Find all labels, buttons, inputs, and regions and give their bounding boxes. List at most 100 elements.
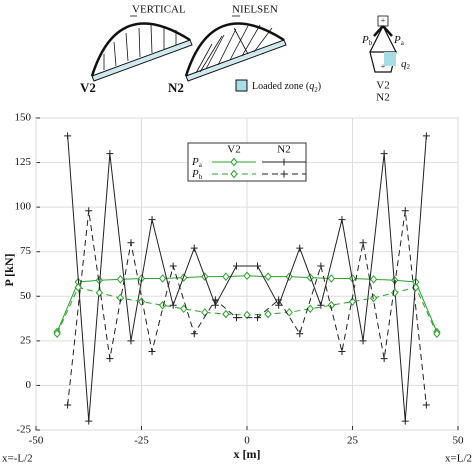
diamond-marker	[74, 283, 82, 292]
x-tick-label: -50	[29, 435, 44, 447]
plus-marker	[190, 244, 198, 252]
plus-marker	[85, 417, 93, 425]
y-tick-label: 25	[20, 334, 32, 346]
plus-marker	[190, 330, 198, 338]
plus-marker	[232, 314, 240, 322]
diamond-marker	[433, 329, 441, 338]
diamond-marker	[306, 304, 314, 314]
plus-marker	[359, 337, 367, 345]
y-tick-label: -25	[16, 424, 31, 436]
diamond-marker	[369, 275, 378, 284]
plus-marker	[64, 132, 72, 140]
diamond-marker	[158, 300, 167, 310]
loaded-zone-label: Loaded zone (q2)	[252, 81, 321, 93]
diamond-marker	[222, 272, 230, 281]
x-tick-label: 25	[347, 435, 359, 447]
loaded-zone-swatch	[235, 79, 248, 92]
x-axis-label: x [m]	[234, 447, 261, 461]
diamond-marker	[243, 310, 251, 320]
x-tick-label: 50	[453, 435, 465, 447]
figure-arrows	[373, 25, 393, 37]
figure-pa: Pa	[393, 34, 405, 47]
plus-marker	[296, 330, 304, 338]
diamond-marker	[327, 274, 336, 283]
y-axis-label: P [kN]	[2, 253, 16, 286]
plus-marker	[169, 262, 177, 270]
y-tick-label: 150	[15, 112, 32, 124]
figure-v2: V2	[376, 80, 389, 92]
plus-marker	[280, 170, 288, 178]
figure-load	[384, 52, 396, 66]
figure-q2: q2	[401, 58, 411, 71]
plus-marker	[275, 296, 283, 304]
y-tick-label: 100	[15, 201, 32, 213]
label-v2: V2	[80, 80, 96, 95]
label-vertical: VERTICAL	[132, 4, 186, 16]
legend-subscript: b	[199, 173, 203, 181]
deck-n2	[185, 39, 287, 82]
y-tick-label: 125	[15, 156, 32, 168]
legend-subscript: a	[199, 161, 203, 169]
plus-marker	[148, 348, 156, 356]
legend-symbol: P	[191, 156, 199, 168]
plus-marker	[232, 262, 240, 270]
plus-marker	[401, 417, 409, 425]
plus-marker	[317, 301, 325, 309]
plus-marker	[280, 158, 288, 166]
figure-plus: +	[381, 16, 386, 25]
plus-marker	[211, 296, 219, 304]
label-n2: N2	[168, 80, 184, 95]
plus-marker	[296, 244, 304, 252]
plus-marker	[359, 239, 367, 247]
legend-row-label: Pb	[191, 168, 203, 181]
plus-marker	[106, 150, 114, 158]
y-tick-label: 75	[20, 245, 32, 257]
diamond-marker	[243, 271, 251, 281]
diamond-marker	[230, 169, 238, 179]
figure-sign: +	[381, 62, 386, 71]
x-tick-label: 0	[244, 435, 250, 447]
diamond-marker	[222, 309, 230, 319]
series-line	[67, 210, 427, 406]
plus-marker	[127, 239, 135, 247]
plus-marker	[380, 150, 388, 158]
label-nielsen: NIELSEN	[232, 4, 278, 16]
diamond-marker	[348, 297, 357, 306]
plus-marker	[401, 207, 409, 215]
legend-column: N2	[277, 144, 290, 156]
diamond-marker	[201, 308, 209, 317]
plus-marker	[422, 401, 430, 409]
diamond-marker	[116, 275, 125, 284]
plus-marker	[338, 348, 346, 356]
deck-v2	[91, 39, 193, 82]
plus-marker	[254, 314, 262, 322]
plus-marker	[380, 355, 388, 363]
plus-marker	[338, 216, 346, 224]
plus-marker	[85, 207, 93, 215]
diamond-marker	[391, 288, 399, 297]
diamond-marker	[264, 272, 272, 281]
plus-marker	[317, 262, 325, 270]
figure-pb: Pb	[361, 34, 373, 47]
left-note: x=-L/2	[2, 453, 33, 465]
diamond-marker	[95, 288, 103, 297]
arch-v2	[90, 22, 191, 77]
legend-row-label: Pa	[191, 156, 203, 169]
diamond-marker	[230, 157, 238, 167]
diamond-marker	[264, 309, 272, 319]
series-line	[67, 135, 427, 422]
plus-marker	[422, 132, 430, 140]
plus-marker	[254, 262, 262, 270]
y-tick-label: 50	[20, 290, 32, 302]
plus-marker	[127, 337, 135, 345]
bridge-illustration	[90, 15, 397, 92]
legend-symbol: P	[191, 168, 199, 180]
plus-marker	[169, 301, 177, 309]
plus-marker	[64, 401, 72, 409]
right-note: x=L/2	[445, 453, 472, 465]
plus-marker	[106, 355, 114, 363]
diamond-marker	[158, 274, 167, 283]
